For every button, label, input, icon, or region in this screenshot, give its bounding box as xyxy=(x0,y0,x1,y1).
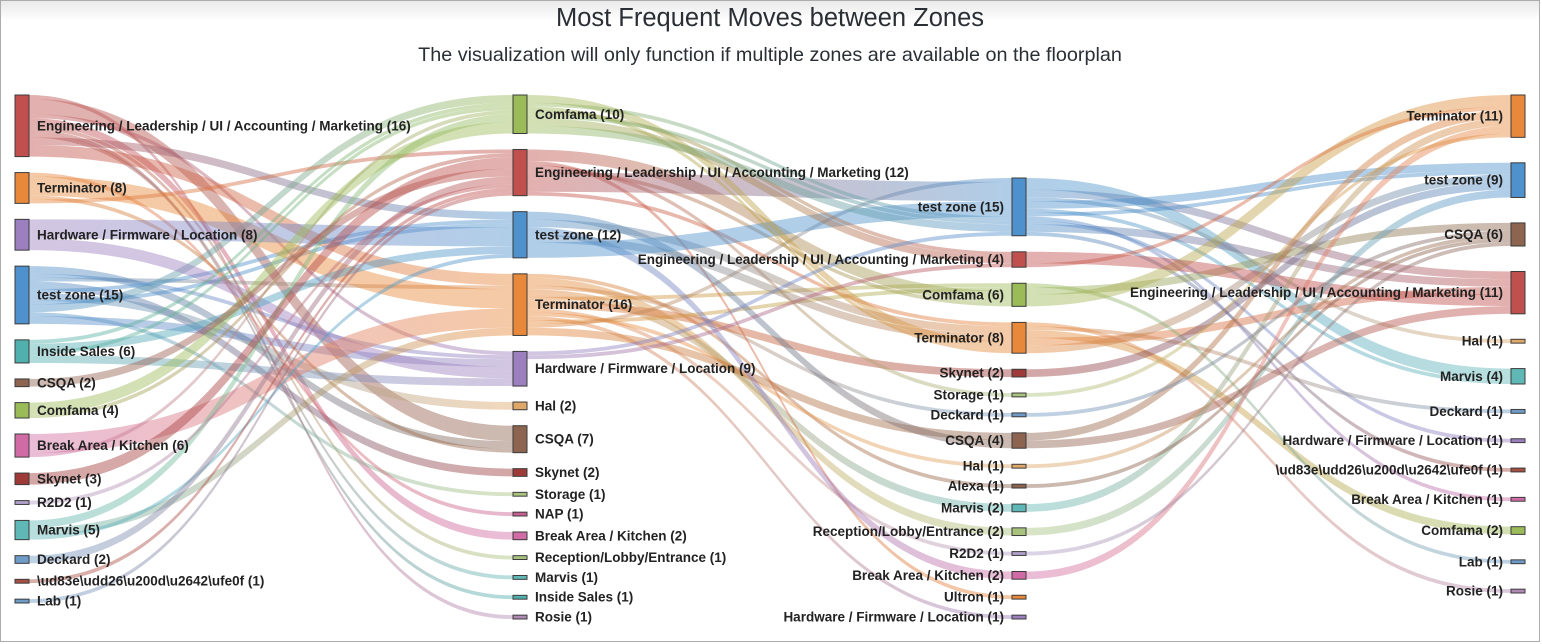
svg-text:Comfama (6): Comfama (6) xyxy=(922,287,1004,302)
svg-text:CSQA (6): CSQA (6) xyxy=(1444,227,1503,242)
svg-text:Terminator (8): Terminator (8) xyxy=(37,180,127,195)
svg-text:\ud83e\udd26\u200d\u2642\ufe0f: \ud83e\udd26\u200d\u2642\ufe0f (1) xyxy=(1276,462,1503,477)
svg-text:Rosie (1): Rosie (1) xyxy=(1446,584,1503,599)
svg-text:Hardware / Firmware / Location: Hardware / Firmware / Location (1) xyxy=(783,610,1004,625)
svg-text:Storage (1): Storage (1) xyxy=(535,487,606,502)
svg-text:Hardware / Firmware / Location: Hardware / Firmware / Location (1) xyxy=(1282,433,1503,448)
svg-text:Terminator (16): Terminator (16) xyxy=(535,297,632,312)
svg-text:\ud83e\udd26\u200d\u2642\ufe0f: \ud83e\udd26\u200d\u2642\ufe0f (1) xyxy=(37,574,264,589)
svg-text:Reception/Lobby/Entrance (1): Reception/Lobby/Entrance (1) xyxy=(535,550,726,565)
svg-text:NAP (1): NAP (1) xyxy=(535,507,584,522)
svg-text:Inside Sales (6): Inside Sales (6) xyxy=(37,344,135,359)
svg-text:CSQA (4): CSQA (4) xyxy=(945,433,1004,448)
svg-text:Comfama (2): Comfama (2) xyxy=(1421,523,1503,538)
svg-text:Marvis (2): Marvis (2) xyxy=(941,500,1004,515)
svg-text:Deckard (1): Deckard (1) xyxy=(1429,404,1503,419)
svg-text:Engineering / Leadership / UI: Engineering / Leadership / UI / Accounti… xyxy=(1130,285,1503,300)
svg-text:Engineering / Leadership / UI: Engineering / Leadership / UI / Accounti… xyxy=(37,118,411,133)
svg-text:Deckard (2): Deckard (2) xyxy=(37,552,111,567)
svg-text:test zone (15): test zone (15) xyxy=(918,199,1004,214)
svg-text:Alexa (1): Alexa (1) xyxy=(948,479,1004,494)
svg-text:R2D2 (1): R2D2 (1) xyxy=(37,495,92,510)
svg-text:Hal (2): Hal (2) xyxy=(535,398,576,413)
svg-text:Break Area / Kitchen (2): Break Area / Kitchen (2) xyxy=(852,568,1004,583)
svg-text:Comfama (4): Comfama (4) xyxy=(37,403,119,418)
svg-text:Terminator (11): Terminator (11) xyxy=(1406,109,1503,124)
svg-text:Engineering / Leadership / UI: Engineering / Leadership / UI / Accounti… xyxy=(535,165,909,180)
svg-text:Hardware / Firmware / Location: Hardware / Firmware / Location (9) xyxy=(535,361,756,376)
svg-text:Skynet (3): Skynet (3) xyxy=(37,471,102,486)
svg-text:Hal (1): Hal (1) xyxy=(963,459,1004,474)
svg-text:Break Area / Kitchen (6): Break Area / Kitchen (6) xyxy=(37,438,189,453)
svg-text:CSQA (2): CSQA (2) xyxy=(37,375,96,390)
svg-text:Rosie (1): Rosie (1) xyxy=(535,610,592,625)
svg-text:Inside Sales (1): Inside Sales (1) xyxy=(535,590,633,605)
svg-text:Storage (1): Storage (1) xyxy=(933,387,1004,402)
svg-text:Lab (1): Lab (1) xyxy=(1459,554,1503,569)
svg-text:CSQA (7): CSQA (7) xyxy=(535,432,594,447)
svg-text:test zone (15): test zone (15) xyxy=(37,288,123,303)
svg-text:Marvis (1): Marvis (1) xyxy=(535,570,598,585)
svg-text:Break Area / Kitchen (2): Break Area / Kitchen (2) xyxy=(535,528,687,543)
svg-text:Engineering / Leadership / UI: Engineering / Leadership / UI / Accounti… xyxy=(638,252,1004,267)
svg-text:Reception/Lobby/Entrance (2): Reception/Lobby/Entrance (2) xyxy=(813,524,1004,539)
svg-text:Hardware / Firmware / Location: Hardware / Firmware / Location (8) xyxy=(37,227,258,242)
svg-text:Terminator (8): Terminator (8) xyxy=(914,330,1004,345)
svg-text:Marvis (4): Marvis (4) xyxy=(1440,369,1503,384)
svg-text:Comfama (10): Comfama (10) xyxy=(535,107,624,122)
svg-text:Skynet (2): Skynet (2) xyxy=(939,366,1004,381)
svg-text:Lab (1): Lab (1) xyxy=(37,594,81,609)
svg-text:Marvis (5): Marvis (5) xyxy=(37,523,100,538)
svg-text:Deckard (1): Deckard (1) xyxy=(930,407,1004,422)
svg-text:Break Area / Kitchen (1): Break Area / Kitchen (1) xyxy=(1351,492,1503,507)
svg-text:test zone (9): test zone (9) xyxy=(1424,173,1503,188)
svg-text:R2D2 (1): R2D2 (1) xyxy=(949,546,1004,561)
svg-text:Skynet (2): Skynet (2) xyxy=(535,465,600,480)
svg-text:Ultron (1): Ultron (1) xyxy=(944,590,1004,605)
svg-text:test zone (12): test zone (12) xyxy=(535,227,621,242)
svg-text:Hal (1): Hal (1) xyxy=(1462,334,1503,349)
